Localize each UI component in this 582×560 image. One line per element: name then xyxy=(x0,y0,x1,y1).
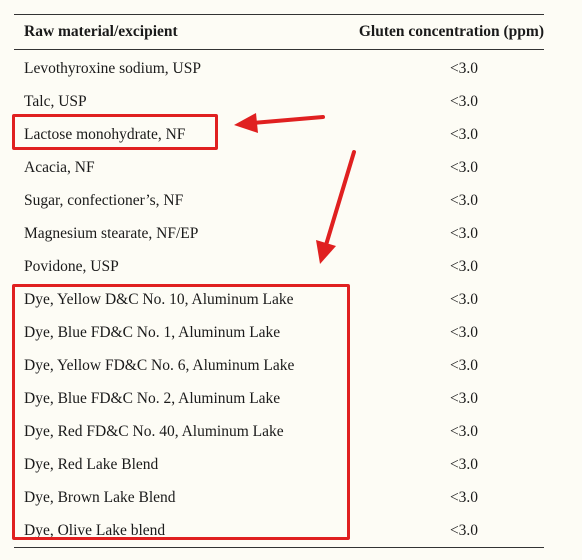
table-row: Magnesium stearate, NF/EP <3.0 xyxy=(14,217,544,250)
cell-material: Dye, Blue FD&C No. 1, Aluminum Lake xyxy=(24,323,281,341)
table-row: Sugar, confectioner’s, NF <3.0 xyxy=(14,184,544,217)
cell-material: Dye, Yellow D&C No. 10, Aluminum Lake xyxy=(24,290,294,308)
table-row: Acacia, NF <3.0 xyxy=(14,151,544,184)
table-row: Dye, Brown Lake Blend <3.0 xyxy=(14,481,544,514)
cell-gluten: <3.0 xyxy=(449,455,479,473)
cell-gluten: <3.0 xyxy=(449,290,479,308)
cell-gluten: <3.0 xyxy=(449,125,479,143)
cell-gluten: <3.0 xyxy=(449,92,479,110)
table-row: Dye, Yellow D&C No. 10, Aluminum Lake <3… xyxy=(14,283,544,316)
table-row: Povidone, USP <3.0 xyxy=(14,250,544,283)
cell-material: Magnesium stearate, NF/EP xyxy=(24,224,199,242)
cell-gluten: <3.0 xyxy=(449,389,479,407)
table-row: Lactose monohydrate, NF <3.0 xyxy=(14,118,544,151)
cell-gluten: <3.0 xyxy=(449,488,479,506)
table-row: Dye, Blue FD&C No. 2, Aluminum Lake <3.0 xyxy=(14,382,544,415)
table-top-rule xyxy=(14,14,544,15)
header-material: Raw material/excipient xyxy=(24,23,178,40)
lactose-highlight-box xyxy=(12,114,218,150)
table-header-row: Raw material/excipient Gluten concentrat… xyxy=(14,15,544,49)
cell-material: Dye, Red FD&C No. 40, Aluminum Lake xyxy=(24,422,284,440)
cell-gluten: <3.0 xyxy=(449,356,479,374)
cell-material: Lactose monohydrate, NF xyxy=(24,125,186,143)
cell-gluten: <3.0 xyxy=(449,59,479,77)
gluten-table: Raw material/excipient Gluten concentrat… xyxy=(14,14,544,548)
cell-material: Dye, Yellow FD&C No. 6, Aluminum Lake xyxy=(24,356,295,374)
table-row: Levothyroxine sodium, USP <3.0 xyxy=(14,52,544,85)
table-row: Dye, Yellow FD&C No. 6, Aluminum Lake <3… xyxy=(14,349,544,382)
table-row: Dye, Blue FD&C No. 1, Aluminum Lake <3.0 xyxy=(14,316,544,349)
cell-gluten: <3.0 xyxy=(449,521,479,539)
cell-gluten: <3.0 xyxy=(449,224,479,242)
dyes-highlight-box xyxy=(12,284,350,540)
cell-material: Dye, Olive Lake blend xyxy=(24,521,166,539)
table-header-rule xyxy=(14,49,544,50)
cell-material: Sugar, confectioner’s, NF xyxy=(24,191,184,209)
cell-material: Acacia, NF xyxy=(24,158,95,176)
cell-material: Talc, USP xyxy=(24,92,87,110)
header-gluten: Gluten concentration (ppm) xyxy=(358,23,544,40)
cell-gluten: <3.0 xyxy=(449,158,479,176)
cell-material: Levothyroxine sodium, USP xyxy=(24,59,201,77)
table-row: Dye, Red Lake Blend <3.0 xyxy=(14,448,544,481)
cell-gluten: <3.0 xyxy=(449,191,479,209)
cell-material: Dye, Brown Lake Blend xyxy=(24,488,176,506)
table-bottom-rule xyxy=(14,547,544,548)
cell-gluten: <3.0 xyxy=(449,323,479,341)
table-row: Dye, Red FD&C No. 40, Aluminum Lake <3.0 xyxy=(14,415,544,448)
cell-gluten: <3.0 xyxy=(449,257,479,275)
cell-material: Dye, Blue FD&C No. 2, Aluminum Lake xyxy=(24,389,281,407)
cell-gluten: <3.0 xyxy=(449,422,479,440)
cell-material: Povidone, USP xyxy=(24,257,119,275)
cell-material: Dye, Red Lake Blend xyxy=(24,455,159,473)
table-row: Talc, USP <3.0 xyxy=(14,85,544,118)
table-row: Dye, Olive Lake blend <3.0 xyxy=(14,514,544,547)
